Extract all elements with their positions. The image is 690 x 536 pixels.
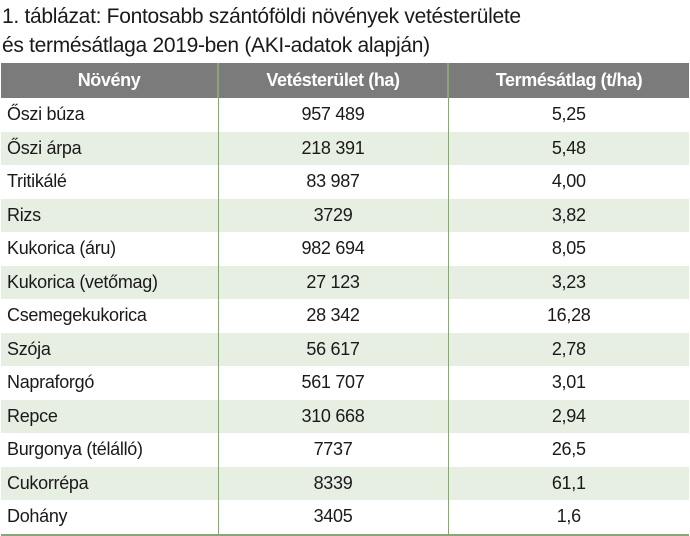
yield-cell: 3,82: [447, 198, 689, 232]
area-cell: 83 987: [217, 165, 448, 199]
crop-name: Őszi búza: [7, 104, 85, 125]
crop-name: Szója: [1, 332, 218, 366]
yield-cell: 61,1: [447, 466, 689, 500]
crop-name: Cukorrépa: [1, 466, 218, 500]
yield-cell: 26,5: [447, 433, 689, 467]
caption-line-2: és termésátlaga 2019-ben (AKI-adatok ala…: [2, 34, 430, 57]
table-row: Rizs 3729 3,82: [1, 198, 689, 232]
table-row: Repce 310 668 2,94: [1, 399, 689, 433]
yield-cell: 5,48: [447, 131, 689, 165]
area-cell: 218 391: [217, 131, 448, 165]
yield-cell: 16,28: [447, 299, 689, 333]
area-cell: 8339: [217, 466, 448, 500]
table-row: Őszi árpa 218 391 5,48: [1, 131, 689, 165]
yield-cell: 3,23: [447, 265, 689, 299]
crop-name: Kukorica (vetőmag): [1, 265, 218, 299]
header-yield: Termésátlag (t/ha): [447, 63, 689, 98]
yield-cell: 8,05: [447, 232, 689, 266]
crop-name: Kukorica (áru): [7, 238, 116, 259]
table-row: Csemegekukorica 28 342 16,28: [1, 299, 689, 333]
area-cell: 957 489: [217, 98, 448, 132]
yield-cell: 1,6: [447, 500, 689, 536]
area-cell: 27 123: [217, 265, 448, 299]
yield-cell: 4,00: [447, 165, 689, 199]
crop-table: Növény Vetésterület (ha) Termésátlag (t/…: [1, 63, 689, 536]
table-row: Tritikálé 83 987 4,00: [1, 165, 689, 199]
table-row: Burgonya (télálló) 7737 26,5: [1, 433, 689, 467]
table-row: Napraforgó 561 707 3,01: [1, 366, 689, 400]
area-cell: 561 707: [217, 366, 448, 400]
area-cell: 982 694: [217, 232, 448, 266]
area-cell: 3405: [217, 500, 448, 536]
table-row: Cukorrépa 8339 61,1: [1, 466, 689, 500]
crop-name: Tritikálé: [7, 171, 67, 192]
table-caption: 1. táblázat: Fontosabb szántóföldi növén…: [0, 0, 690, 63]
crop-name: Repce: [1, 399, 218, 433]
table-row: Dohány 3405 1,6: [1, 500, 689, 536]
header-area: Vetésterület (ha): [217, 63, 448, 98]
header-row: Növény Vetésterület (ha) Termésátlag (t/…: [1, 63, 689, 98]
yield-cell: 5,25: [447, 98, 689, 132]
crop-name: Dohány: [1, 500, 218, 536]
yield-cell: 2,78: [447, 332, 689, 366]
table-row: Szója 56 617 2,78: [1, 332, 689, 366]
area-cell: 56 617: [217, 332, 448, 366]
table-row: Őszi búza 957 489 5,25: [1, 98, 689, 132]
crop-name: Napraforgó: [7, 372, 95, 393]
area-cell: 310 668: [217, 399, 448, 433]
yield-cell: 3,01: [447, 366, 689, 400]
table-row: Kukorica (vetőmag) 27 123 3,23: [1, 265, 689, 299]
caption-line-1: 1. táblázat: Fontosabb szántóföldi növén…: [2, 5, 521, 28]
header-crop: Növény: [1, 63, 218, 98]
crop-name: Burgonya (télálló): [7, 439, 143, 460]
area-cell: 28 342: [217, 299, 448, 333]
crop-name: Rizs: [1, 198, 218, 232]
yield-cell: 2,94: [447, 399, 689, 433]
area-cell: 3729: [217, 198, 448, 232]
area-cell: 7737: [217, 433, 448, 467]
crop-name: Őszi árpa: [1, 131, 218, 165]
table-row: Kukorica (áru) 982 694 8,05: [1, 232, 689, 266]
crop-name: Csemegekukorica: [7, 305, 147, 326]
